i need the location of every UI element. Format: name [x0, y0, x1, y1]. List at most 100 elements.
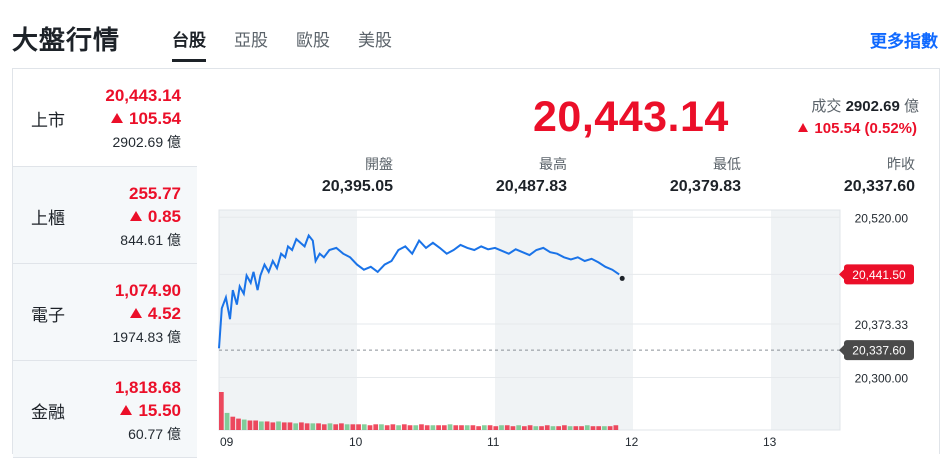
volume-bar	[430, 425, 436, 430]
volume-bar	[310, 423, 316, 430]
volume-bar	[333, 424, 339, 430]
tab-asia[interactable]: 亞股	[234, 31, 268, 50]
sidebar-item-name: 上市	[31, 111, 65, 130]
volume-bar	[459, 425, 464, 430]
change-value: 4.52	[147, 304, 181, 323]
index-sidebar: 上市 20,443.14 105.54 2902.69 億 上櫃 255.77 …	[13, 69, 197, 458]
volume-bar	[550, 426, 556, 430]
sidebar-item-name: 上櫃	[31, 209, 65, 228]
sidebar-item-volume: 1974.83 億	[112, 329, 182, 345]
volume-bar	[316, 423, 321, 430]
volume-bar	[441, 425, 447, 430]
sidebar-item-change: 105.54	[111, 109, 181, 129]
prev-close-tag-pointer	[839, 345, 844, 356]
change-value: 105.54	[129, 109, 181, 128]
volume-bar	[247, 420, 253, 430]
prev-close-tag-label: 20,337.60	[852, 344, 906, 358]
volume-bar	[567, 426, 573, 430]
volume-bar	[499, 425, 504, 430]
volume-bar	[356, 424, 361, 430]
up-triangle-icon	[129, 211, 142, 221]
index-change: 105.54 (0.52%)	[798, 120, 917, 137]
stat-label: 開盤	[365, 156, 393, 172]
volume-unit: 億	[903, 98, 919, 115]
volume-bar	[424, 425, 430, 430]
volume-bar	[470, 425, 476, 430]
stat-high: 最高 20,487.83	[496, 154, 567, 196]
volume-bar	[270, 422, 276, 430]
hour-band	[495, 210, 633, 430]
volume-bar	[453, 425, 459, 430]
sidebar-item-change: 4.52	[129, 304, 181, 324]
change-value: 105.54 (0.52%)	[814, 120, 917, 137]
sidebar-item-volume: 60.77 億	[128, 426, 181, 442]
y-tick-label: 20,373.33	[855, 318, 909, 332]
sidebar-item-price: 1,074.90	[114, 281, 181, 300]
volume-bar	[379, 424, 384, 430]
tab-europe[interactable]: 歐股	[296, 31, 330, 50]
volume-bar	[510, 426, 516, 430]
volume-bar	[264, 421, 270, 430]
volume-bar	[516, 425, 522, 430]
stat-label: 昨收	[887, 156, 915, 172]
volume-bar	[321, 424, 327, 430]
stat-open: 開盤 20,395.05	[322, 154, 393, 196]
sidebar-item-price: 1,818.68	[114, 378, 181, 397]
hour-band	[771, 210, 840, 430]
x-tick-label: 09	[220, 435, 234, 449]
volume-bar	[396, 425, 401, 430]
y-tick-label: 20,300.00	[855, 371, 909, 385]
sidebar-item-name: 金融	[31, 403, 65, 422]
volume-bar	[522, 426, 527, 430]
volume-bar	[539, 426, 544, 430]
volume-bar	[493, 426, 499, 430]
volume-value: 2902.69	[845, 98, 900, 115]
volume-bar	[339, 423, 344, 430]
sidebar-item-otc[interactable]: 上櫃 255.77 0.85 844.61 億	[13, 167, 197, 264]
x-tick-label: 11	[487, 435, 500, 449]
sidebar-item-volume: 2902.69 億	[112, 134, 182, 150]
stat-value: 20,395.05	[321, 178, 393, 195]
tab-us[interactable]: 美股	[358, 31, 392, 50]
volume-bar	[224, 412, 230, 430]
volume-bar	[504, 425, 510, 430]
x-tick-label: 12	[625, 435, 639, 449]
x-tick-label: 13	[763, 435, 777, 449]
volume-bar	[241, 419, 247, 430]
volume-bar	[344, 424, 350, 430]
change-value: 0.85	[147, 207, 181, 226]
stat-value: 20,487.83	[495, 178, 567, 195]
more-indices-link[interactable]: 更多指數	[870, 32, 938, 51]
sidebar-item-volume: 844.61 億	[120, 232, 181, 248]
volume-bar	[556, 426, 562, 430]
up-triangle-icon	[798, 123, 809, 132]
volume-bar	[527, 425, 533, 430]
volume-bar	[373, 424, 379, 430]
sidebar-item-name: 電子	[31, 306, 65, 325]
volume-bar	[367, 425, 373, 430]
volume-bar	[579, 426, 584, 430]
sidebar-item-electronics[interactable]: 電子 1,074.90 4.52 1974.83 億	[13, 264, 197, 361]
sidebar-item-price: 20,443.14	[105, 86, 181, 105]
last-price-dot	[619, 275, 625, 281]
sidebar-item-change: 0.85	[129, 207, 181, 227]
volume-bar	[533, 426, 539, 430]
volume-bar	[607, 426, 613, 430]
volume-bar	[390, 424, 396, 430]
stat-prev-close: 昨收 20,337.60	[844, 154, 915, 196]
volume-bar	[407, 425, 413, 430]
volume-bar	[327, 423, 333, 430]
stat-value: 20,379.83	[669, 178, 741, 195]
volume-bar	[350, 424, 356, 430]
page-title: 大盤行情	[12, 25, 121, 55]
up-triangle-icon	[111, 113, 123, 123]
index-price: 20,443.14	[533, 93, 729, 141]
volume-bar	[401, 424, 407, 430]
market-tabs: 台股 亞股 歐股 美股	[172, 26, 392, 62]
sidebar-item-listed[interactable]: 上市 20,443.14 105.54 2902.69 億	[13, 69, 197, 167]
volume-bar	[481, 425, 487, 430]
tab-taiwan[interactable]: 台股	[172, 26, 206, 62]
volume-bar	[584, 425, 590, 430]
change-value: 15.50	[138, 401, 181, 420]
